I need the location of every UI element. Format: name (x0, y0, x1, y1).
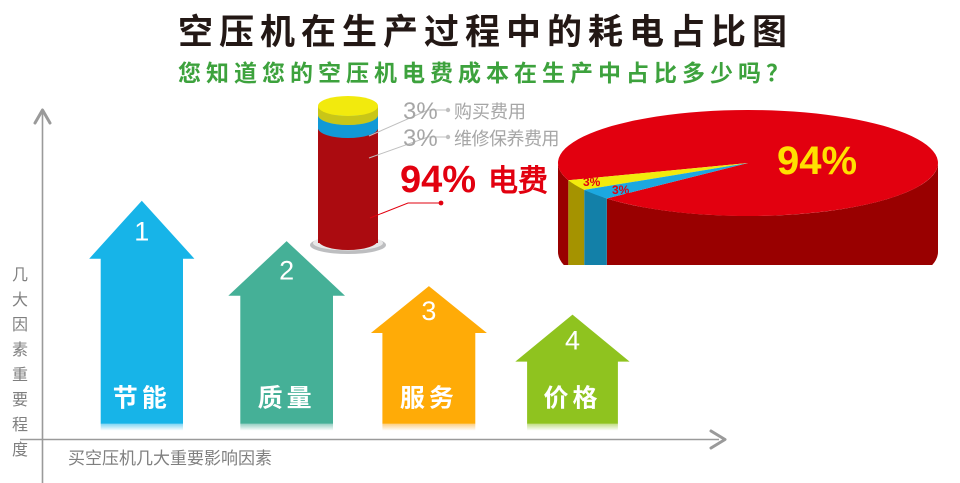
svg-text:94%: 94% (400, 159, 476, 201)
svg-text:质量: 质量 (258, 379, 316, 415)
svg-text:程: 程 (12, 411, 28, 435)
svg-text:电费: 电费 (488, 165, 548, 198)
svg-text:维修保养费用: 维修保养费用 (454, 129, 559, 149)
svg-text:因: 因 (12, 311, 28, 335)
svg-text:1: 1 (134, 217, 149, 247)
svg-text:服务: 服务 (400, 379, 458, 415)
svg-text:大: 大 (12, 286, 28, 310)
svg-text:购买费用: 购买费用 (454, 102, 526, 122)
svg-text:3%: 3% (403, 98, 438, 125)
svg-text:节能: 节能 (113, 379, 171, 415)
svg-text:2: 2 (279, 255, 294, 285)
svg-text:要: 要 (12, 386, 28, 410)
svg-text:重: 重 (12, 361, 28, 385)
svg-text:买空压机几大重要影响因素: 买空压机几大重要影响因素 (68, 444, 272, 469)
svg-text:几: 几 (12, 261, 28, 285)
svg-text:度: 度 (12, 436, 28, 460)
svg-text:3%: 3% (403, 125, 438, 152)
svg-text:3: 3 (421, 296, 436, 326)
svg-text:价格: 价格 (543, 379, 601, 415)
svg-text:素: 素 (12, 336, 28, 360)
svg-text:4: 4 (565, 325, 580, 355)
